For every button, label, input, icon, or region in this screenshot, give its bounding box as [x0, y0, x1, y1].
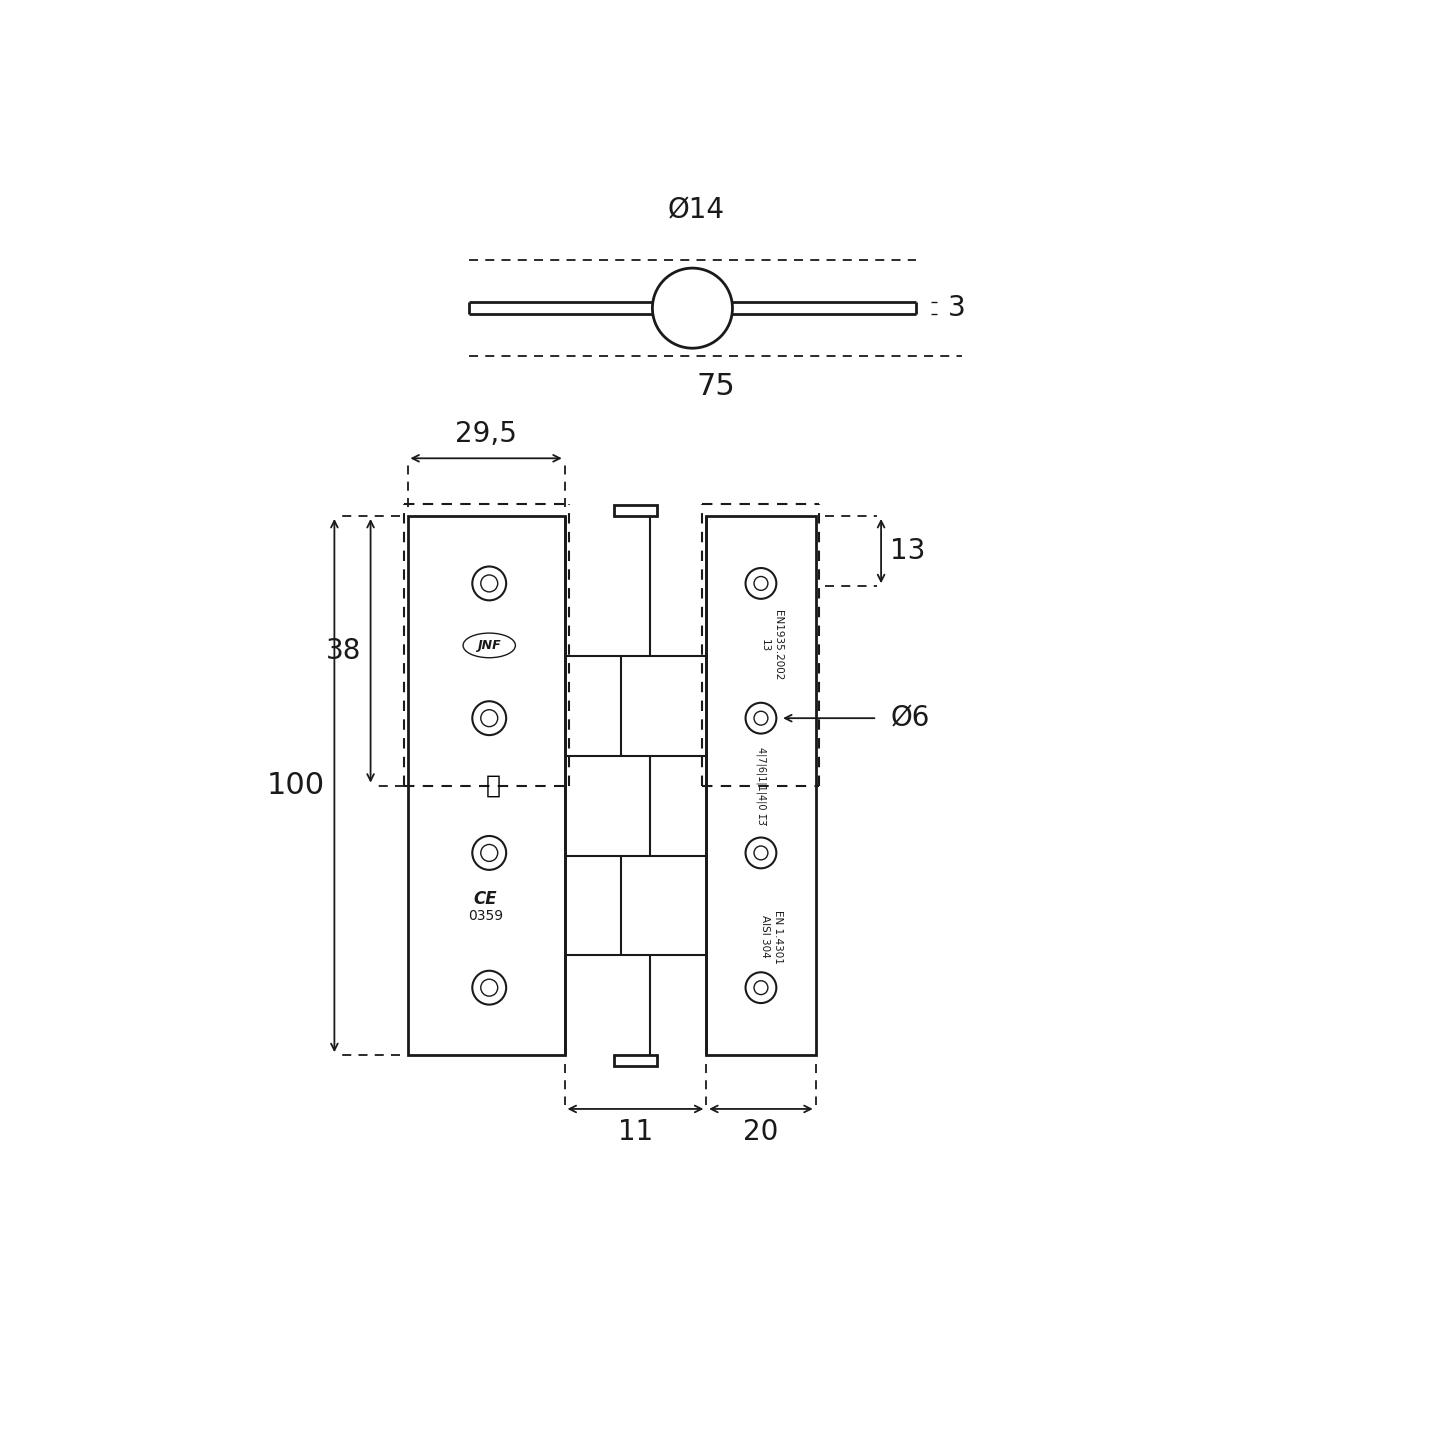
Text: 29,5: 29,5: [455, 419, 517, 448]
Text: 20: 20: [743, 1118, 779, 1146]
Circle shape: [481, 980, 497, 996]
Bar: [614, 1055, 656, 1066]
Bar: [614, 506, 656, 516]
Circle shape: [481, 575, 497, 592]
Circle shape: [652, 269, 733, 348]
Text: CE: CE: [474, 890, 497, 907]
Text: 100: 100: [267, 772, 325, 801]
Circle shape: [473, 566, 506, 600]
Circle shape: [754, 981, 767, 994]
Circle shape: [746, 568, 776, 598]
Text: 0359: 0359: [468, 909, 503, 923]
Text: Ø14: Ø14: [668, 197, 725, 224]
Text: 13: 13: [890, 538, 926, 565]
Text: EN 1.4301
AISI 304: EN 1.4301 AISI 304: [760, 909, 783, 964]
Circle shape: [473, 971, 506, 1004]
Bar: [407, 516, 565, 1055]
Text: 3: 3: [948, 295, 965, 322]
Circle shape: [746, 838, 776, 868]
Circle shape: [754, 577, 767, 591]
Circle shape: [473, 837, 506, 870]
Circle shape: [481, 709, 497, 727]
Ellipse shape: [462, 633, 516, 657]
Circle shape: [754, 711, 767, 725]
Text: EN1935.2002
13: EN1935.2002 13: [760, 610, 783, 681]
Text: 🔥: 🔥: [486, 773, 500, 798]
Text: 38: 38: [327, 637, 361, 665]
Circle shape: [746, 702, 776, 734]
Circle shape: [754, 845, 767, 860]
Text: 75: 75: [696, 373, 736, 402]
Circle shape: [481, 844, 497, 861]
Text: Ø6: Ø6: [890, 704, 929, 733]
Text: 11: 11: [618, 1118, 653, 1146]
Text: JNF: JNF: [477, 639, 501, 652]
Circle shape: [746, 972, 776, 1003]
Text: 4|7|6|1|1|4|0 1̅3̅: 4|7|6|1|1|4|0 1̅3̅: [756, 747, 766, 825]
Circle shape: [473, 701, 506, 736]
Bar: [707, 516, 815, 1055]
